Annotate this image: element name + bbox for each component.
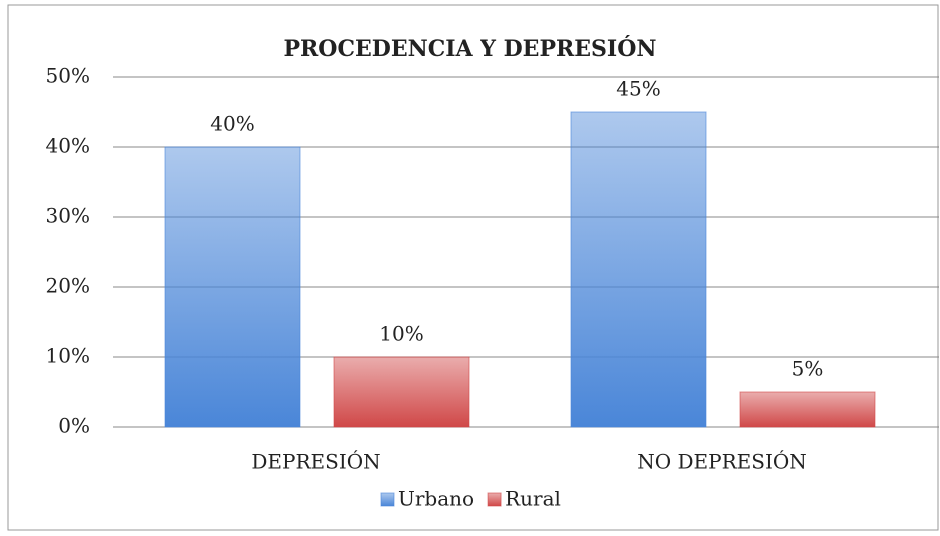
data-label: 5% [792, 357, 824, 381]
y-tick-label: 40% [46, 134, 90, 158]
data-label: 10% [379, 322, 423, 346]
y-tick-label: 20% [46, 274, 90, 298]
chart-frame [7, 4, 939, 531]
bar [570, 111, 707, 428]
legend-label: Urbano [398, 487, 474, 511]
data-label: 45% [616, 77, 660, 101]
legend-swatch [380, 492, 395, 507]
y-tick-label: 10% [46, 344, 90, 368]
bar [739, 391, 876, 428]
legend-swatch [487, 492, 502, 507]
y-tick-label: 30% [46, 204, 90, 228]
legend-label: Rural [505, 487, 561, 511]
chart-title: PROCEDENCIA Y DEPRESIÓN [283, 35, 656, 62]
bar [164, 146, 301, 428]
bar [333, 356, 470, 428]
data-label: 40% [210, 112, 254, 136]
y-tick-label: 0% [58, 414, 90, 438]
x-tick-label: DEPRESIÓN [251, 449, 380, 474]
y-tick-label: 50% [46, 64, 90, 88]
x-tick-label: NO DEPRESIÓN [637, 449, 807, 474]
